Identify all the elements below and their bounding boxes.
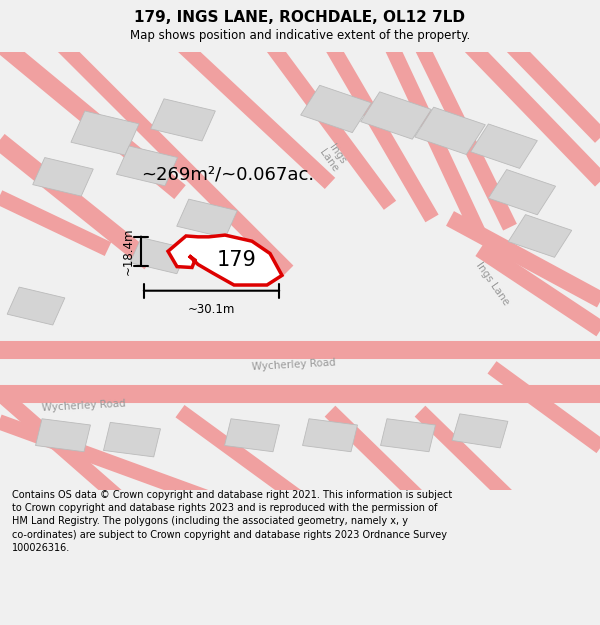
Bar bbox=[177, 199, 237, 238]
Bar bbox=[488, 169, 556, 215]
Bar bbox=[508, 214, 572, 258]
Text: 179: 179 bbox=[217, 250, 257, 270]
Polygon shape bbox=[168, 235, 282, 285]
Text: Wycherley Road: Wycherley Road bbox=[252, 358, 336, 372]
Text: Ings
Lane: Ings Lane bbox=[317, 141, 349, 174]
Text: ~18.4m: ~18.4m bbox=[121, 228, 134, 275]
Bar bbox=[415, 107, 485, 154]
Text: 179, INGS LANE, ROCHDALE, OL12 7LD: 179, INGS LANE, ROCHDALE, OL12 7LD bbox=[134, 11, 466, 26]
Text: Ings Lane: Ings Lane bbox=[473, 261, 511, 308]
Bar bbox=[302, 419, 358, 452]
Text: ~30.1m: ~30.1m bbox=[188, 303, 235, 316]
Bar bbox=[452, 414, 508, 448]
Text: Wycherley Road: Wycherley Road bbox=[42, 399, 126, 413]
Bar bbox=[130, 238, 188, 274]
Bar bbox=[470, 124, 538, 168]
Bar bbox=[116, 146, 178, 186]
Bar bbox=[224, 419, 280, 452]
Bar bbox=[71, 111, 139, 155]
Bar bbox=[151, 99, 215, 141]
Text: Map shows position and indicative extent of the property.: Map shows position and indicative extent… bbox=[130, 29, 470, 42]
Bar bbox=[361, 92, 431, 139]
Text: ~269m²/~0.067ac.: ~269m²/~0.067ac. bbox=[142, 166, 314, 184]
Bar bbox=[380, 419, 436, 452]
Bar bbox=[301, 85, 371, 132]
Text: Contains OS data © Crown copyright and database right 2021. This information is : Contains OS data © Crown copyright and d… bbox=[12, 490, 452, 552]
Bar bbox=[35, 419, 91, 452]
Bar bbox=[33, 158, 93, 196]
Bar bbox=[7, 287, 65, 325]
Bar bbox=[104, 422, 160, 457]
